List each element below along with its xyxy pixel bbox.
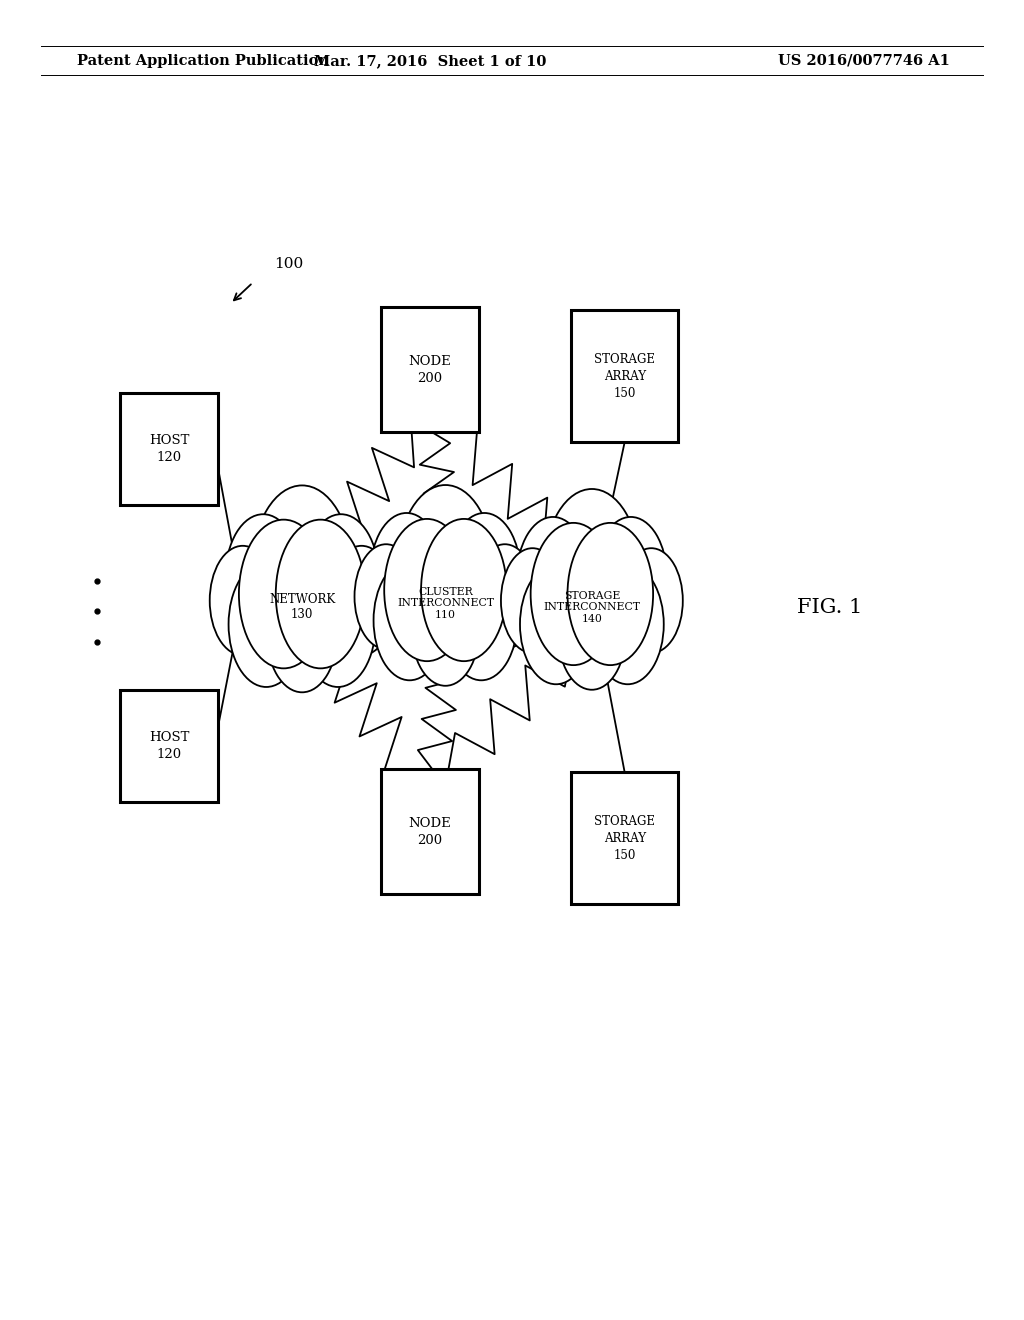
Ellipse shape	[354, 544, 418, 649]
Ellipse shape	[300, 562, 376, 686]
Ellipse shape	[275, 520, 366, 668]
Ellipse shape	[239, 520, 329, 668]
Text: NODE
200: NODE 200	[409, 355, 452, 384]
Ellipse shape	[371, 513, 442, 632]
Text: NETWORK
130: NETWORK 130	[269, 593, 335, 622]
Ellipse shape	[592, 565, 664, 684]
Ellipse shape	[501, 548, 564, 653]
Bar	[571, 310, 678, 442]
Bar	[571, 772, 678, 904]
Ellipse shape	[520, 565, 592, 684]
Text: Mar. 17, 2016  Sheet 1 of 10: Mar. 17, 2016 Sheet 1 of 10	[314, 54, 546, 67]
Ellipse shape	[558, 577, 626, 690]
Text: HOST
120: HOST 120	[148, 434, 189, 463]
Ellipse shape	[228, 562, 304, 686]
Ellipse shape	[374, 561, 445, 680]
Text: HOST
120: HOST 120	[148, 731, 189, 760]
Ellipse shape	[595, 517, 667, 636]
Ellipse shape	[412, 573, 479, 686]
Text: 100: 100	[274, 257, 304, 271]
Text: STORAGE
INTERCONNECT
140: STORAGE INTERCONNECT 140	[544, 590, 640, 624]
Bar	[381, 308, 479, 433]
Bar	[121, 393, 218, 504]
Ellipse shape	[329, 545, 394, 656]
Bar	[121, 689, 218, 801]
Text: STORAGE
ARRAY
150: STORAGE ARRAY 150	[594, 352, 655, 400]
Ellipse shape	[473, 544, 537, 649]
Ellipse shape	[303, 515, 379, 639]
Ellipse shape	[421, 519, 507, 661]
Ellipse shape	[210, 545, 275, 656]
Text: NODE
200: NODE 200	[409, 817, 452, 846]
Ellipse shape	[517, 517, 589, 636]
Text: US 2016/0077746 A1: US 2016/0077746 A1	[778, 54, 950, 67]
Ellipse shape	[225, 515, 301, 639]
Text: CLUSTER
INTERCONNECT
110: CLUSTER INTERCONNECT 110	[397, 586, 494, 620]
Text: FIG. 1: FIG. 1	[797, 598, 862, 616]
Text: Patent Application Publication: Patent Application Publication	[77, 54, 329, 67]
Bar	[381, 768, 479, 895]
Ellipse shape	[384, 519, 470, 661]
Ellipse shape	[530, 523, 616, 665]
Ellipse shape	[398, 484, 493, 643]
Ellipse shape	[567, 523, 653, 665]
Ellipse shape	[445, 561, 517, 680]
Ellipse shape	[449, 513, 520, 632]
Text: STORAGE
ARRAY
150: STORAGE ARRAY 150	[594, 814, 655, 862]
Ellipse shape	[266, 576, 337, 692]
Ellipse shape	[253, 486, 351, 649]
Ellipse shape	[545, 488, 639, 647]
Ellipse shape	[620, 548, 683, 653]
